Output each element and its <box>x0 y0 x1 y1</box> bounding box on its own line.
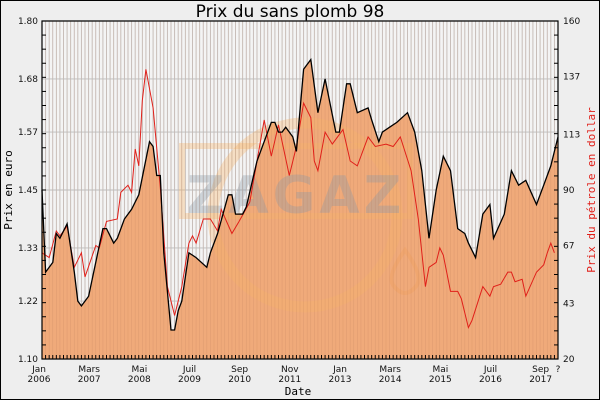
x-tick-label-month: Mars <box>78 365 100 375</box>
y-tick-label: 1.80 <box>18 17 38 27</box>
euro-price-area <box>42 59 558 359</box>
x-tick-label-month: Sep <box>231 365 248 375</box>
x-tick-label-year: 2006 <box>28 375 51 385</box>
y-tick-label: 1.68 <box>18 75 38 85</box>
x-tick-label-month: Juil <box>182 365 196 375</box>
y2-tick-label: 20 <box>563 355 575 365</box>
x-tick-label-year: 2014 <box>379 375 402 385</box>
x-axis-label: Date <box>285 385 312 398</box>
x-tick-label-month: Jan <box>332 365 347 375</box>
x-tick-label-year: 2010 <box>228 375 251 385</box>
x-tick-label-month: Nov <box>281 365 299 375</box>
x-tick-label-month: Juil <box>483 365 497 375</box>
x-tick-label-month: Sep <box>532 365 549 375</box>
x-tick-label-year: 2013 <box>329 375 352 385</box>
chart-title: Prix du sans plomb 98 <box>196 2 385 22</box>
oil-price-line <box>41 69 555 330</box>
x-tick-label-year: 2008 <box>128 375 151 385</box>
y-tick-label: 1.33 <box>18 244 38 254</box>
x-tick-label-month: Jan <box>31 365 46 375</box>
y-tick-label: 1.45 <box>18 186 38 196</box>
x-tick-label-year: 2016 <box>479 375 502 385</box>
x-tick-label-end: ? <box>556 365 561 375</box>
x-tick-label-month: Mai <box>432 365 448 375</box>
y2-tick-label: 113 <box>563 130 580 140</box>
x-tick-label-year: 2009 <box>178 375 201 385</box>
y2-tick-label: 160 <box>563 17 580 27</box>
y2-tick-label: 90 <box>563 186 575 196</box>
y2-axis-label: Prix du pétrole en dollar <box>585 107 598 273</box>
y-axis-label: Prix en euro <box>2 150 15 229</box>
euro-price-line <box>41 57 559 331</box>
x-tick-label-year: 2017 <box>529 375 552 385</box>
watermark-drop-icon <box>389 246 421 295</box>
x-tick-label-month: Mai <box>131 365 147 375</box>
y-tick-label: 1.57 <box>18 128 38 138</box>
x-tick-label-month: Mars <box>379 365 401 375</box>
x-tick-label-year: 2007 <box>78 375 101 385</box>
y2-tick-label: 43 <box>563 299 574 309</box>
y2-tick-label: 137 <box>563 73 580 83</box>
y-tick-label: 1.10 <box>18 355 38 365</box>
y-tick-label: 1.22 <box>18 297 38 307</box>
x-tick-label-year: 2011 <box>278 375 301 385</box>
y2-tick-label: 67 <box>563 242 574 252</box>
x-tick-label-year: 2015 <box>429 375 452 385</box>
watermark-ring <box>207 117 403 313</box>
